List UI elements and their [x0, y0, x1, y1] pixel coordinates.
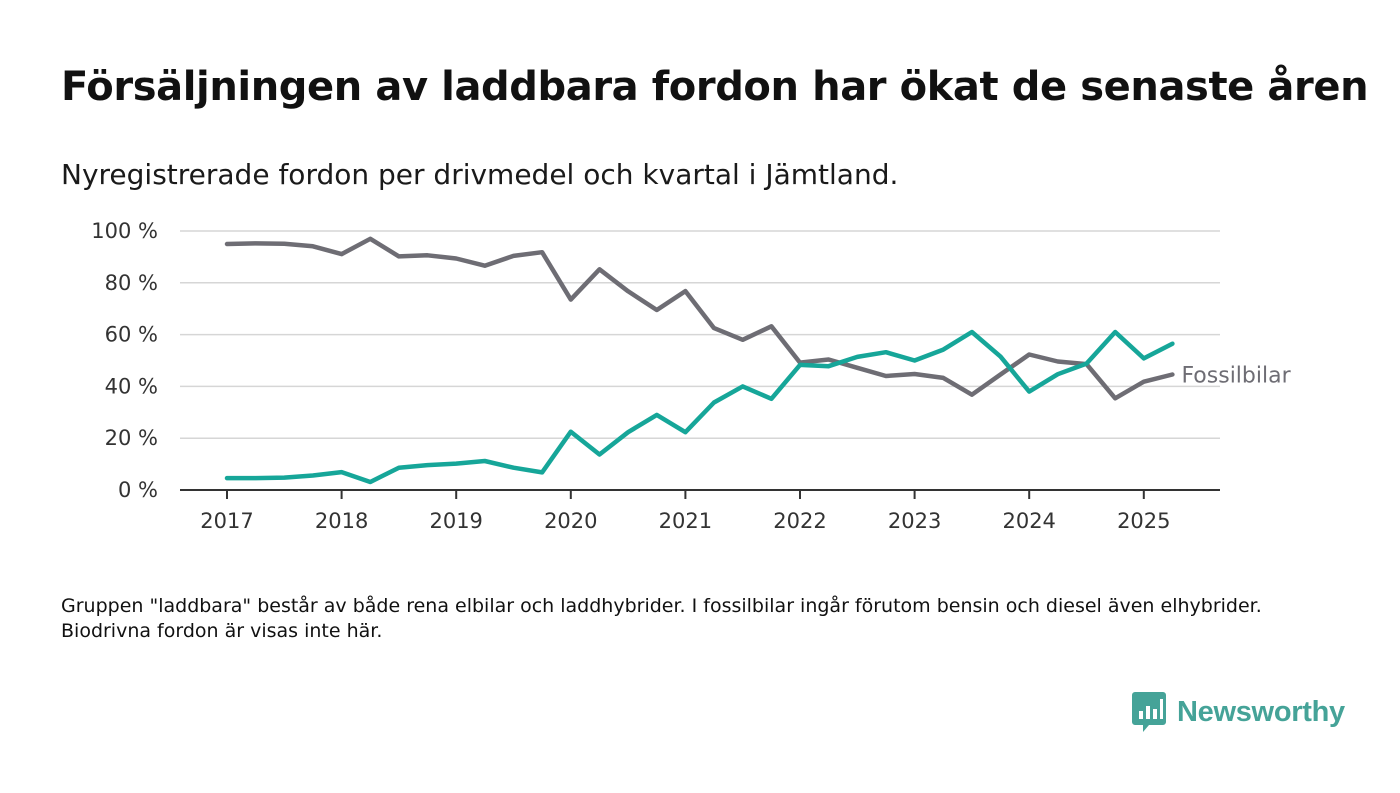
chart-title: Försäljningen av laddbara fordon har öka… [61, 64, 1369, 110]
y-axis-tick-labels: 0 % 20 % 40 % 60 % 80 % 100 % [91, 219, 158, 502]
x-tick-label: 2025 [1117, 509, 1170, 533]
x-tick-label: 2019 [429, 509, 482, 533]
chart-subtitle: Nyregistrerade fordon per drivmedel och … [61, 158, 899, 191]
y-tick-label: 80 % [105, 271, 158, 295]
series-label: Fossilbilar [1181, 363, 1291, 388]
series-line-0 [224, 236, 1175, 401]
y-tick-label: 40 % [105, 374, 158, 398]
x-tick-label: 2020 [544, 509, 597, 533]
y-tick-label: 0 % [118, 478, 158, 502]
chart-footnote: Gruppen "laddbara" består av både rena e… [61, 595, 1262, 642]
series-line-1 [224, 329, 1175, 485]
y-tick-label: 100 % [91, 219, 158, 243]
series-lines [224, 236, 1175, 485]
x-tick-label: 2023 [888, 509, 941, 533]
x-tick-label: 2018 [315, 509, 368, 533]
brand-logo[interactable]: Newsworthy [1132, 692, 1345, 732]
brand-name: Newsworthy [1177, 695, 1345, 728]
gridlines [180, 230, 1220, 439]
x-tick-label: 2021 [659, 509, 712, 533]
series-labels: Fossilbilar [1181, 363, 1291, 388]
x-tick-label: 2017 [200, 509, 253, 533]
x-axis-ticks: 2017 2018 2019 2020 2021 2022 2023 2024 2025 [200, 490, 1171, 533]
x-tick-label: 2024 [1002, 509, 1055, 533]
y-tick-label: 60 % [105, 323, 158, 347]
newsworthy-logo-icon [1132, 692, 1166, 732]
y-tick-label: 20 % [105, 426, 158, 450]
x-tick-label: 2022 [773, 509, 826, 533]
